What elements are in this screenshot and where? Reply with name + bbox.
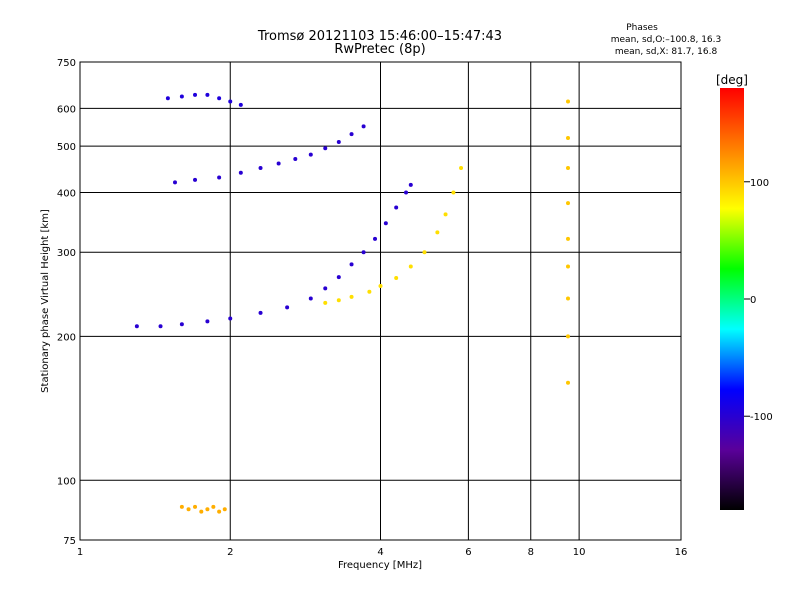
data-point: [308, 152, 313, 157]
colorbar-ticks: 100 0 -100: [744, 178, 773, 423]
data-point: [566, 380, 571, 385]
data-point: [349, 262, 354, 267]
data-point: [217, 175, 222, 180]
data-point: [293, 157, 298, 162]
data-point: [404, 190, 409, 195]
y-tick-label: 600: [57, 104, 76, 115]
data-point: [323, 300, 328, 305]
data-point: [336, 298, 341, 303]
data-point: [336, 140, 341, 145]
data-point: [566, 99, 571, 104]
data-point: [378, 283, 383, 288]
y-tick-label: 200: [57, 332, 76, 343]
x-tick-label: 2: [227, 547, 233, 558]
x-tick-labels: 1 2 4 6 8 10 16: [77, 547, 688, 558]
data-point: [205, 507, 210, 512]
data-point: [193, 504, 198, 509]
stats-x-mode: mean, sd,X: 81.7, 16.8: [615, 47, 718, 57]
chart-title: Tromsø 20121103 15:46:00–15:47:43: [257, 29, 502, 44]
data-point: [217, 509, 222, 514]
y-tick-label: 75: [63, 536, 76, 547]
y-tick-label: 100: [57, 476, 76, 487]
data-point: [451, 190, 456, 195]
data-point: [566, 201, 571, 206]
stats-o-mode: mean, sd,O:–100.8, 16.3: [611, 35, 722, 45]
colorbar-tick-label: 100: [750, 178, 769, 189]
data-point: [435, 230, 440, 235]
data-point: [394, 275, 399, 280]
data-point: [349, 132, 354, 137]
y-tick-labels: 75 100 200 300 400 500 600 750: [57, 58, 76, 547]
colorbar-tick-label: 0: [750, 295, 756, 306]
data-point: [158, 324, 163, 329]
data-point: [361, 124, 366, 129]
y-axis-label: Stationary phase Virtual Height [km]: [40, 209, 51, 393]
data-point: [323, 146, 328, 151]
data-point: [373, 236, 378, 241]
data-point: [228, 99, 233, 104]
data-point: [422, 250, 427, 255]
y-tick-label: 400: [57, 188, 76, 199]
data-point: [394, 205, 399, 210]
data-point: [179, 504, 184, 509]
data-points: [134, 92, 571, 514]
data-point: [165, 96, 170, 101]
data-point: [172, 180, 177, 185]
data-point: [186, 507, 191, 512]
stats-heading: Phases: [626, 23, 658, 33]
plot-border: [79, 61, 682, 541]
data-point: [459, 166, 464, 171]
chart-subtitle: RwPretec (8p): [334, 42, 425, 57]
data-point: [408, 182, 413, 187]
y-tick-label: 500: [57, 142, 76, 153]
data-point: [258, 166, 263, 171]
x-tick-label: 1: [77, 547, 83, 558]
x-tick-label: 4: [377, 547, 383, 558]
data-point: [134, 324, 139, 329]
data-point: [349, 294, 354, 299]
data-point: [285, 305, 290, 310]
data-point: [566, 166, 571, 171]
data-point: [211, 504, 216, 509]
data-point: [336, 275, 341, 280]
data-point: [566, 334, 571, 339]
x-axis-label: Frequency [MHz]: [338, 560, 422, 571]
colorbar-label: [deg]: [716, 73, 748, 87]
y-tick-label: 750: [57, 58, 76, 69]
data-point: [222, 507, 227, 512]
data-point: [408, 264, 413, 269]
data-point: [443, 212, 448, 217]
data-point: [193, 177, 198, 182]
data-point: [217, 96, 222, 101]
colorbar: [720, 88, 744, 510]
data-point: [228, 316, 233, 321]
y-tick-label: 300: [57, 248, 76, 259]
data-point: [199, 509, 204, 514]
data-point: [566, 236, 571, 241]
data-point: [258, 310, 263, 315]
data-point: [276, 161, 281, 166]
colorbar-tick-label: -100: [750, 412, 773, 423]
data-point: [308, 296, 313, 301]
data-point: [367, 289, 372, 294]
data-point: [205, 319, 210, 324]
x-tick-label: 6: [465, 547, 471, 558]
data-point: [179, 322, 184, 327]
grid: [80, 62, 681, 540]
x-tick-label: 16: [675, 547, 688, 558]
x-tick-label: 8: [528, 547, 534, 558]
data-point: [566, 264, 571, 269]
data-point: [179, 94, 184, 99]
data-point: [205, 92, 210, 97]
data-point: [323, 286, 328, 291]
data-point: [383, 221, 388, 226]
data-point: [238, 170, 243, 175]
x-tick-label: 10: [573, 547, 586, 558]
data-point: [566, 296, 571, 301]
data-point: [238, 102, 243, 107]
data-point: [193, 92, 198, 97]
data-point: [361, 250, 366, 255]
data-point: [566, 136, 571, 141]
